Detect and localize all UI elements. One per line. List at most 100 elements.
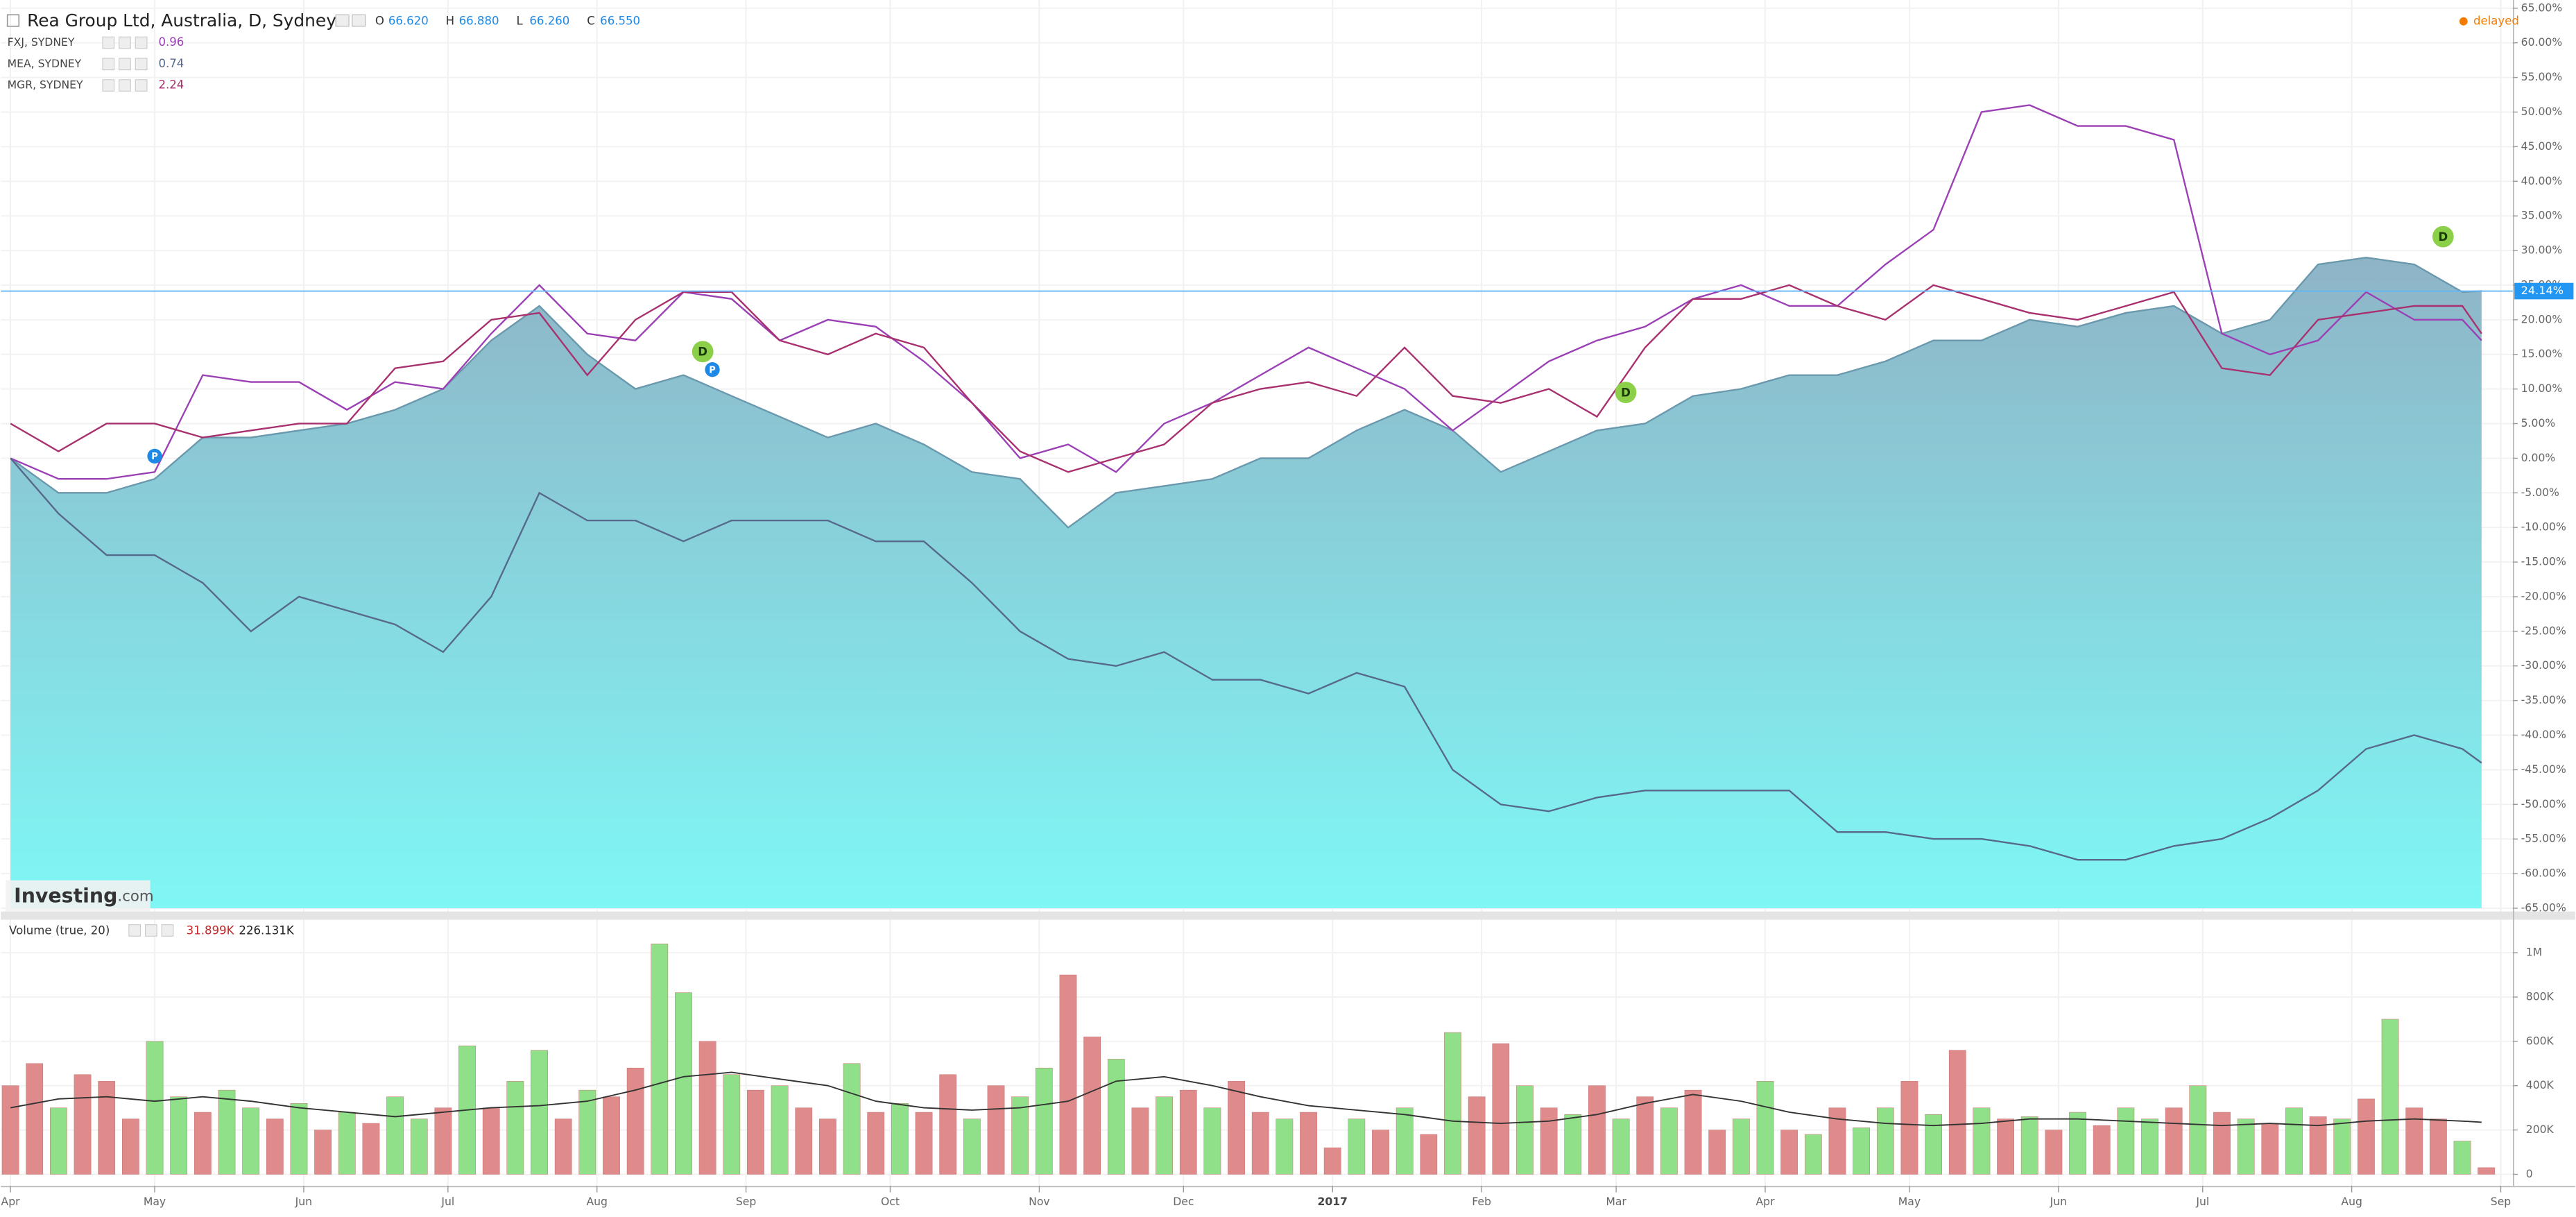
y-tick-label: 40.00% [2521,175,2563,187]
event-marker[interactable] [1615,382,1637,404]
volume-bar [1228,1081,1245,1175]
event-label: D [698,345,707,358]
y-tick-label: -5.00% [2521,486,2559,499]
legend-value: 0.96 [158,35,184,49]
price-area [10,257,2482,908]
y-tick-label: 400K [2526,1079,2554,1091]
volume-bar [1203,1107,1221,1175]
y-tick-label: -25.00% [2521,624,2566,637]
volume-bar [1636,1096,1654,1175]
volume-bar [1156,1096,1173,1175]
volume-bar [2237,1118,2255,1175]
y-tick-label: -30.00% [2521,659,2566,672]
y-tick-label: 0.00% [2521,452,2556,464]
x-tick-label: Jun [2050,1195,2067,1208]
volume-bar [1492,1043,1510,1175]
legend-icon [102,79,115,92]
settings-icon[interactable] [335,14,350,27]
volume-bar [1,1085,19,1175]
volume-bar [1925,1114,1942,1175]
volume-bar [1804,1134,1822,1175]
volume-bar [1107,1059,1125,1175]
volume-bar [50,1107,67,1175]
y-tick-label: 10.00% [2521,382,2563,395]
volume-bar [2117,1107,2135,1175]
volume-bar [1780,1130,1798,1175]
x-tick-label: Aug [586,1195,607,1208]
volume-bar [795,1107,813,1175]
y-tick-label: 20.00% [2521,313,2563,325]
logo-brand: Investing.com [14,884,154,907]
legend-name: FXJ, SYDNEY [8,36,75,49]
volume-icon[interactable] [144,924,157,937]
volume-bar [1011,1096,1029,1175]
volume-bar [1708,1130,1726,1175]
volume-bar [1468,1096,1486,1175]
volume-bar [1059,974,1077,1175]
volume-bar [2045,1130,2063,1175]
volume-bar [1756,1081,1774,1175]
volume-bar [98,1081,116,1175]
ohlc-value: 66.550 [600,14,640,27]
y-tick-label: -60.00% [2521,867,2566,880]
volume-bar [1588,1085,1606,1175]
volume-bar [1300,1112,1317,1175]
event-label: D [1621,386,1631,399]
event-marker[interactable] [2432,225,2454,248]
volume-bar [747,1089,764,1175]
volume-bar [531,1050,548,1175]
volume-bar [1348,1118,1366,1175]
legend-value: 0.74 [158,57,184,70]
legend-icon [119,36,131,49]
collapse-icon[interactable] [6,14,20,27]
volume-bar [1251,1112,1269,1175]
logo-brand-text: Investing [14,884,117,907]
volume-bar [338,1112,356,1175]
legend-icon [102,58,115,71]
y-tick-label: -40.00% [2521,729,2566,741]
ohlc-value: 66.880 [459,14,499,27]
event-marker[interactable] [705,362,720,377]
event-label: P [709,365,716,375]
volume-bar [1948,1050,1966,1175]
volume-icon[interactable] [161,924,174,937]
x-tick-label: Jul [2195,1195,2209,1208]
volume-bar [843,1063,861,1175]
volume-bar [2141,1118,2158,1175]
volume-bar [2261,1123,2279,1175]
event-marker[interactable] [147,448,162,464]
volume-bar [1997,1118,2014,1175]
event-marker[interactable] [692,341,714,363]
volume-title: Volume (true, 20) [9,924,110,937]
volume-bar [651,944,669,1175]
legend: FXJ, SYDNEY 0.96 MEA, SYDNEY 0.74 MGR, SYDNE… [8,35,184,92]
x-tick-label: Dec [1173,1195,1194,1208]
chart-title: Rea Group Ltd, Australia, D, Sydney [27,10,336,31]
hide-icon[interactable] [352,14,366,27]
compare-line [10,284,2482,473]
volume-bar [626,1067,644,1175]
pane-separator [1,911,2575,920]
x-tick-label: Oct [881,1195,900,1208]
legend-icon [102,36,115,49]
volume-bar [2020,1116,2038,1175]
volume-bar [771,1085,789,1175]
y-tick-label: 35.00% [2521,210,2563,222]
volume-bar [1035,1067,1053,1175]
y-tick-label: -10.00% [2521,521,2566,534]
y-tick-label: 65.00% [2521,1,2563,14]
y-tick-label: 800K [2526,990,2554,1003]
volume-bar [2405,1107,2423,1175]
volume-bar [410,1118,428,1175]
y-tick-label: -50.00% [2521,798,2566,810]
volume-bar [2309,1116,2327,1175]
volume-bar [218,1089,236,1175]
volume-bar [1323,1147,1341,1175]
volume-bar [506,1081,524,1175]
volume-bar [146,1041,164,1175]
volume-icon[interactable] [128,924,141,937]
ohlc-key: H [446,14,454,27]
volume-bar [2478,1167,2496,1175]
x-tick-label: Apr [1756,1195,1776,1208]
